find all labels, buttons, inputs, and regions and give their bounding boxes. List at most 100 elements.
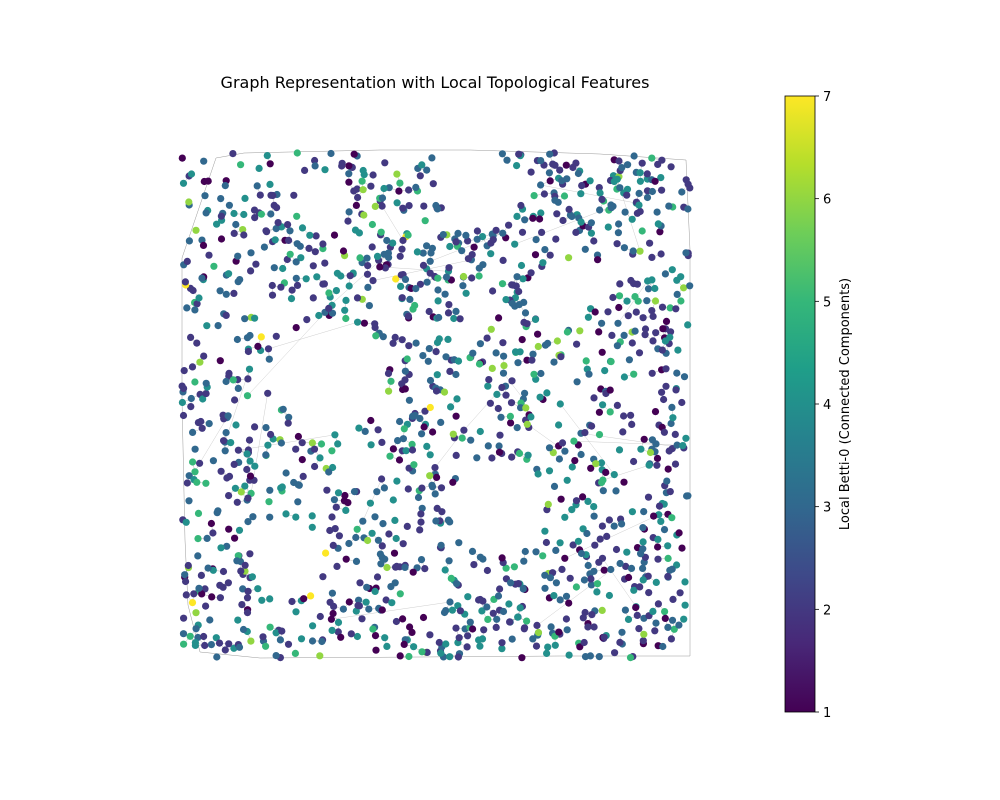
- graph-node: [458, 247, 466, 255]
- graph-node: [409, 568, 417, 576]
- graph-node: [670, 625, 678, 633]
- graph-node: [590, 237, 598, 245]
- graph-node: [622, 562, 630, 571]
- graph-node: [552, 546, 560, 555]
- graph-node: [615, 157, 623, 165]
- graph-node: [191, 445, 199, 453]
- graph-node: [562, 615, 571, 623]
- graph-node: [202, 209, 210, 217]
- graph-node: [432, 517, 440, 525]
- graph-node: [194, 552, 202, 560]
- graph-node: [316, 612, 324, 621]
- graph-node: [608, 331, 616, 339]
- graph-node: [449, 478, 457, 486]
- graph-node: [555, 628, 563, 636]
- graph-node: [610, 471, 618, 479]
- graph-node: [405, 396, 413, 404]
- graph-node: [404, 312, 412, 320]
- graph-node: [549, 449, 557, 457]
- graph-node: [210, 262, 218, 270]
- graph-node: [385, 387, 393, 395]
- graph-node: [354, 193, 362, 202]
- graph-node: [542, 538, 551, 547]
- graph-node: [577, 218, 585, 226]
- graph-node: [615, 446, 624, 454]
- graph-node: [326, 598, 334, 606]
- graph-node: [366, 499, 374, 507]
- graph-node: [332, 503, 340, 511]
- graph-node: [270, 264, 278, 272]
- graph-node: [395, 456, 404, 464]
- graph-node: [408, 628, 416, 637]
- graph-node: [345, 162, 353, 170]
- graph-node: [399, 540, 407, 548]
- graph-node: [550, 592, 558, 600]
- graph-node: [630, 457, 638, 466]
- graph-node: [557, 495, 565, 503]
- graph-node: [545, 169, 554, 177]
- graph-node: [286, 227, 294, 235]
- graph-node: [653, 461, 661, 469]
- graph-node: [581, 429, 589, 437]
- graph-node: [233, 498, 241, 506]
- graph-node: [264, 441, 272, 449]
- graph-node: [246, 550, 254, 558]
- graph-node: [230, 209, 238, 218]
- graph-node: [620, 478, 628, 486]
- graph-node: [499, 339, 507, 347]
- graph-node: [568, 506, 576, 514]
- graph-node: [654, 600, 663, 608]
- graph-node: [345, 598, 353, 606]
- graph-node: [614, 229, 623, 237]
- graph-node: [484, 615, 492, 624]
- graph-node: [212, 634, 220, 642]
- graph-node: [235, 526, 244, 534]
- graph-node: [372, 646, 380, 654]
- graph-node: [393, 199, 401, 207]
- graph-node: [406, 623, 414, 631]
- graph-node: [401, 563, 409, 572]
- graph-node: [185, 472, 193, 480]
- graph-node: [222, 429, 230, 437]
- graph-node: [334, 618, 343, 627]
- graph-edge: [372, 259, 472, 281]
- graph-node: [454, 653, 462, 661]
- graph-node: [497, 413, 505, 421]
- graph-node: [378, 202, 386, 210]
- graph-node: [356, 254, 364, 262]
- colorbar-tick-label: 2: [823, 603, 831, 618]
- graph-node: [536, 215, 544, 223]
- graph-node: [639, 524, 647, 532]
- graph-node: [672, 305, 680, 313]
- graph-node: [573, 340, 581, 348]
- graph-node: [527, 269, 535, 277]
- graph-node: [295, 481, 303, 489]
- graph-node: [217, 195, 225, 203]
- graph-node: [299, 472, 307, 480]
- graph-node: [635, 349, 644, 357]
- graph-node: [293, 149, 301, 157]
- graph-node: [352, 201, 360, 209]
- graph-node: [496, 585, 504, 593]
- graph-node: [355, 424, 363, 432]
- graph-node: [464, 237, 472, 245]
- graph-node: [266, 160, 274, 168]
- graph-node: [659, 642, 667, 651]
- graph-node: [180, 640, 188, 648]
- graph-node: [639, 314, 647, 322]
- graph-node: [326, 526, 334, 535]
- graph-node: [638, 159, 646, 167]
- graph-node: [455, 539, 463, 547]
- graph-node: [517, 404, 525, 412]
- graph-node: [667, 328, 675, 336]
- graph-node: [628, 215, 636, 223]
- graph-edge: [540, 184, 637, 204]
- graph-node: [659, 325, 667, 333]
- graph-node: [321, 259, 329, 267]
- graph-node: [221, 182, 229, 190]
- graph-node: [435, 638, 443, 647]
- graph-node: [252, 260, 260, 268]
- graph-node: [513, 162, 521, 170]
- graph-node: [529, 635, 537, 643]
- graph-node: [476, 595, 484, 604]
